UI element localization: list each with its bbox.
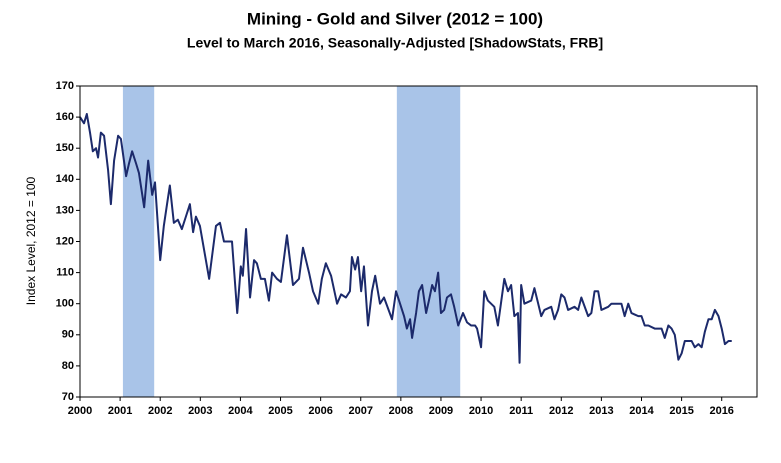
y-tick-label: 150 [56, 142, 74, 154]
x-tick-label: 2013 [589, 405, 613, 417]
x-tick-label: 2014 [629, 405, 654, 417]
plot-layer [79, 112, 732, 364]
x-tick-label: 2004 [228, 405, 253, 417]
x-tick-label: 2009 [429, 405, 453, 417]
y-tick-label: 170 [56, 80, 74, 92]
y-tick-label: 130 [56, 204, 74, 216]
x-tick-label: 2003 [188, 405, 212, 417]
y-tick-label: 120 [56, 235, 74, 247]
x-tick-label: 2007 [349, 405, 373, 417]
y-tick-label: 70 [62, 391, 74, 403]
y-axis-label: Index Level, 2012 = 100 [24, 176, 38, 305]
x-tick-label: 2006 [308, 405, 332, 417]
y-tick-label: 140 [56, 173, 74, 185]
x-tick-label: 2012 [549, 405, 573, 417]
y-tick-label: 90 [62, 329, 74, 341]
x-tick-label: 2016 [709, 405, 733, 417]
x-tick-label: 2005 [268, 405, 292, 417]
x-tick-label: 2011 [509, 405, 533, 417]
x-tick-label: 2000 [68, 405, 92, 417]
shaded-period [122, 86, 155, 397]
x-tick-label: 2015 [669, 405, 693, 417]
chart-subtitle: Level to March 2016, Seasonally-Adjusted… [187, 35, 603, 51]
y-tick-label: 160 [56, 111, 74, 123]
x-tick-label: 2001 [108, 405, 132, 417]
x-tick-label: 2010 [469, 405, 493, 417]
x-tick-label: 2002 [148, 405, 172, 417]
y-tick-label: 100 [56, 298, 74, 310]
shading-layer [122, 86, 461, 397]
chart-title: Mining - Gold and Silver (2012 = 100) [247, 9, 543, 28]
data-line [79, 112, 732, 364]
y-tick-label: 110 [56, 267, 74, 279]
y-tick-label: 80 [62, 360, 74, 372]
shaded-period [396, 86, 461, 397]
x-tick-label: 2008 [389, 405, 413, 417]
